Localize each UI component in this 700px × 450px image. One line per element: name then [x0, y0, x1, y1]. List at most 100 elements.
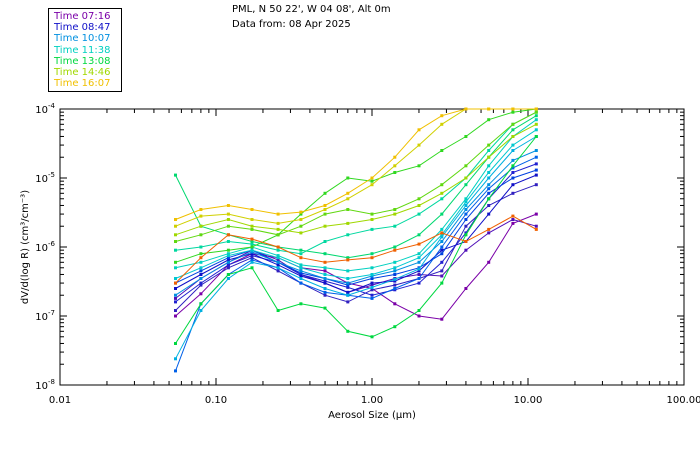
- data-point: [393, 171, 397, 174]
- data-point: [370, 179, 374, 183]
- data-point: [323, 252, 327, 256]
- series-1138: [174, 118, 538, 273]
- data-point: [226, 254, 230, 258]
- data-point: [440, 252, 444, 256]
- data-point: [534, 224, 538, 228]
- data-point: [464, 248, 468, 252]
- data-point: [417, 212, 421, 216]
- series-line: [175, 136, 537, 344]
- data-point: [276, 266, 280, 270]
- data-point: [464, 204, 468, 207]
- data-point: [299, 212, 303, 216]
- data-point: [174, 296, 177, 300]
- data-point: [534, 149, 538, 152]
- x-tick-label: 10.00: [514, 395, 543, 406]
- data-point: [226, 258, 230, 262]
- data-point: [174, 173, 177, 177]
- series-line: [175, 169, 537, 286]
- data-point: [464, 218, 468, 221]
- data-point: [393, 164, 397, 168]
- legend-entry: Time 11:38: [54, 44, 111, 56]
- data-point: [370, 218, 374, 221]
- data-point: [534, 212, 538, 216]
- series-1526: [174, 107, 538, 228]
- data-point: [174, 260, 177, 264]
- data-point: [174, 357, 177, 361]
- data-point: [440, 231, 444, 235]
- data-point: [199, 277, 203, 280]
- data-point: [250, 240, 254, 243]
- data-point: [393, 245, 397, 249]
- data-point: [370, 227, 374, 231]
- data-point: [370, 288, 374, 292]
- data-point: [487, 187, 491, 191]
- data-point: [250, 224, 254, 228]
- data-point: [199, 283, 203, 287]
- data-point: [299, 256, 303, 260]
- data-point: [440, 235, 444, 239]
- data-point: [199, 214, 203, 218]
- data-point: [511, 107, 515, 111]
- data-point: [323, 273, 327, 276]
- data-point: [174, 277, 177, 280]
- data-point: [323, 260, 327, 264]
- legend: Time 07:16 Time 08:47 Time 10:07 Time 11:38…: [48, 8, 122, 92]
- data-point: [299, 271, 303, 275]
- data-point: [440, 281, 444, 285]
- data-point: [440, 260, 444, 264]
- data-point: [464, 197, 468, 201]
- data-point: [370, 293, 374, 297]
- data-point: [511, 149, 515, 152]
- series-line: [175, 156, 537, 372]
- data-point: [440, 248, 444, 252]
- data-point: [299, 231, 303, 235]
- data-point: [511, 191, 515, 195]
- series-1057: [174, 128, 538, 280]
- data-point: [299, 224, 303, 228]
- data-point: [464, 224, 468, 228]
- data-point: [299, 302, 303, 306]
- x-tick-label: 1.00: [361, 395, 383, 406]
- data-point: [440, 227, 444, 231]
- data-point: [487, 183, 491, 187]
- data-point: [417, 309, 421, 312]
- data-point: [393, 208, 397, 211]
- y-tick-label: 10-5: [35, 171, 55, 185]
- data-point: [346, 233, 350, 237]
- data-point: [299, 218, 303, 221]
- data-point: [370, 296, 374, 300]
- data-point: [440, 114, 444, 118]
- data-point: [417, 242, 421, 246]
- data-point: [226, 252, 230, 256]
- data-point: [511, 183, 515, 187]
- series-line: [175, 111, 537, 242]
- data-point: [226, 224, 230, 228]
- x-tick-label: 0.10: [205, 395, 227, 406]
- data-point: [174, 309, 177, 312]
- data-point: [487, 212, 491, 216]
- data-point: [370, 212, 374, 216]
- data-point: [346, 258, 350, 262]
- data-point: [417, 281, 421, 285]
- data-point: [276, 227, 280, 231]
- data-point: [393, 325, 397, 329]
- legend-entry: Time 16:07: [54, 78, 111, 90]
- data-point: [174, 281, 177, 285]
- data-point: [299, 269, 303, 273]
- data-point: [226, 212, 230, 216]
- data-point: [174, 300, 177, 304]
- data-point: [226, 260, 230, 264]
- data-point: [370, 266, 374, 270]
- data-point: [346, 300, 350, 304]
- series-line: [175, 108, 537, 220]
- series-1446: [174, 122, 538, 237]
- data-point: [346, 176, 350, 180]
- data-point: [199, 245, 203, 249]
- data-point: [511, 128, 515, 132]
- data-point: [174, 293, 177, 297]
- data-point: [464, 183, 468, 187]
- data-point: [393, 287, 397, 290]
- data-point: [417, 164, 421, 168]
- data-point: [534, 118, 538, 122]
- data-point: [370, 335, 374, 339]
